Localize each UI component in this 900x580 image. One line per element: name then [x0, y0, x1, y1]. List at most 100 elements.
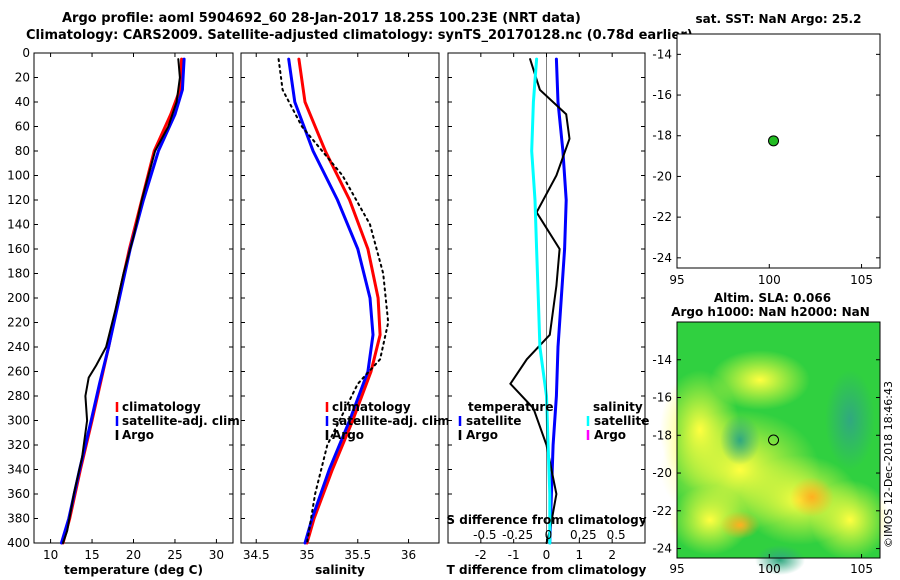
sst-map-ytick-label: -20 [652, 169, 672, 183]
sla-map-xtick-label: 95 [669, 562, 684, 576]
salinity-xtick-label: 34.5 [243, 548, 270, 562]
salinity-xtick-label: 35 [299, 548, 314, 562]
depth-tick-label: 120 [7, 193, 30, 207]
depth-tick-label: 140 [7, 218, 30, 232]
sla-map-ytick-label: -20 [652, 466, 672, 480]
differences-xtick-label: 0 [543, 548, 551, 562]
sla-map-ytick-label: -16 [652, 391, 672, 405]
sst-map-xtick-label: 95 [669, 273, 684, 287]
sla-map-xtick-label: 100 [758, 562, 781, 576]
depth-tick-label: 260 [7, 365, 30, 379]
depth-tick-label: 360 [7, 487, 30, 501]
imos-timestamp: ©IMOS 12-Dec-2018 18:46:43 [882, 381, 895, 548]
depth-tick-label: 160 [7, 242, 30, 256]
depth-tick-label: 340 [7, 463, 30, 477]
salinity-legend-label: Argo [332, 428, 364, 442]
sst-map-ytick-label: -22 [652, 210, 672, 224]
temperature-xtick-label: 30 [209, 548, 224, 562]
sst-map-xtick-label: 100 [758, 273, 781, 287]
depth-tick-label: 400 [7, 536, 30, 550]
differences-xtick-label: 1 [576, 548, 584, 562]
sla-map-title-line-2: Argo h1000: NaN h2000: NaN [671, 305, 870, 319]
depth-tick-label: 20 [15, 71, 30, 85]
sst-map-ytick-label: -14 [652, 47, 672, 61]
temperature-plot-frame [33, 52, 234, 544]
sla-map-field-patch [755, 545, 805, 575]
differences-s-tick-label: 0.5 [607, 528, 626, 542]
differences-xtick-label: -1 [508, 548, 520, 562]
figure-title-line-2: Climatology: CARS2009. Satellite-adjuste… [26, 28, 693, 43]
sst-map-ytick-label: -16 [652, 88, 672, 102]
depth-tick-label: 220 [7, 316, 30, 330]
sla-map-argo-point [768, 434, 780, 446]
depth-tick-label: 0 [22, 46, 30, 60]
differences-s-tick-label: -0.25 [502, 528, 533, 542]
temperature-xtick-label: 25 [167, 548, 182, 562]
sla-map-field-patch [720, 415, 760, 465]
sst-map-ytick-label: -18 [652, 129, 672, 143]
differences-legend-s-label: satellite [594, 414, 649, 428]
sst-map-frame [676, 33, 881, 269]
sla-map-field-patch [720, 511, 760, 539]
differences-xtick-label: -2 [475, 548, 487, 562]
temperature-legend-label: climatology [122, 400, 201, 414]
depth-tick-label: 380 [7, 512, 30, 526]
differences-legend-s-label: salinity [593, 400, 643, 414]
differences-s-axis-label: S difference from climatology [446, 513, 646, 527]
temperature-xtick-label: 10 [43, 548, 58, 562]
sla-map-ytick-label: -24 [652, 542, 672, 556]
depth-tick-label: 40 [15, 95, 30, 109]
sla-map-field-patch [790, 477, 834, 517]
differences-xlabel: T difference from climatology [447, 563, 647, 577]
depth-tick-label: 80 [15, 144, 30, 158]
depth-tick-label: 100 [7, 169, 30, 183]
salinity-plot-frame [240, 52, 440, 544]
sla-map-field-patch [670, 485, 750, 555]
sla-map-xtick-label: 105 [850, 562, 873, 576]
depth-tick-label: 240 [7, 340, 30, 354]
salinity-xtick-label: 36 [401, 548, 416, 562]
salinity-series-satellite-adj-clim- [287, 57, 375, 545]
sla-map-field-patch [710, 350, 810, 410]
sla-map-title-line-1: Altim. SLA: 0.066 [714, 291, 831, 305]
sst-map-title: sat. SST: NaN Argo: 25.2 [696, 12, 862, 26]
depth-tick-label: 60 [15, 120, 30, 134]
salinity-series-climatology [297, 57, 382, 545]
sla-map-ytick-label: -22 [652, 504, 672, 518]
differences-s-tick-label: 0 [545, 528, 553, 542]
depth-tick-label: 180 [7, 267, 30, 281]
differences-xtick-label: 2 [608, 548, 616, 562]
sst-map-ytick-label: -24 [652, 251, 672, 265]
differences-s-tick-label: -0.5 [473, 528, 496, 542]
sla-map-frame [676, 321, 881, 559]
depth-tick-label: 320 [7, 438, 30, 452]
depth-tick-label: 200 [7, 291, 30, 305]
sla-map-ytick-label: -18 [652, 428, 672, 442]
differences-legend-t-label: Argo [466, 428, 498, 442]
salinity-series-argo [277, 58, 390, 544]
depth-tick-label: 300 [7, 414, 30, 428]
sst-map-xtick-label: 105 [850, 273, 873, 287]
sst-map-argo-point [768, 135, 780, 147]
salinity-xtick-label: 35.5 [344, 548, 371, 562]
temperature-xtick-label: 20 [126, 548, 141, 562]
salinity-xlabel: salinity [315, 563, 365, 577]
sla-map-ytick-label: -14 [652, 353, 672, 367]
temperature-xtick-label: 15 [84, 548, 99, 562]
temperature-legend-label: Argo [122, 428, 154, 442]
temperature-xlabel: temperature (deg C) [64, 563, 203, 577]
differences-legend-s-label: Argo [594, 428, 626, 442]
depth-tick-label: 280 [7, 389, 30, 403]
figure-title-line-1: Argo profile: aoml 5904692_60 28-Jan-201… [62, 11, 581, 26]
differences-s-tick-label: 0.25 [570, 528, 597, 542]
temperature-series-argo [62, 58, 181, 544]
sla-map-field-patch [660, 370, 740, 490]
salinity-legend-label: satellite-adj. clim. [332, 414, 454, 428]
differences-legend-t-label: satellite [466, 414, 521, 428]
salinity-legend-label: climatology [332, 400, 411, 414]
differences-legend-t-label: temperature [468, 400, 553, 414]
sla-map-field-patch [825, 370, 875, 470]
differences-series-t-satellite [548, 57, 568, 545]
temperature-legend-label: satellite-adj. clim. [122, 414, 244, 428]
